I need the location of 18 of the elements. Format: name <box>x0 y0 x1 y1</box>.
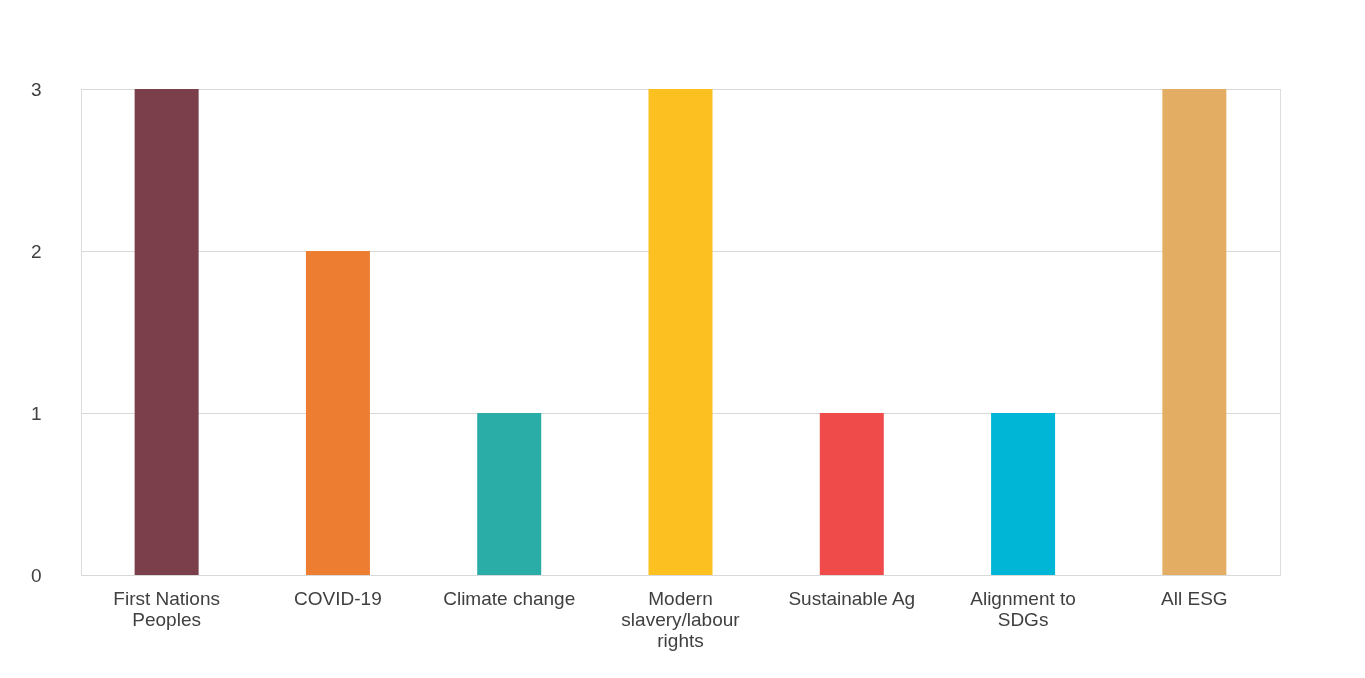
x-tick-label: First Nations Peoples <box>113 587 220 630</box>
x-tick-label: All ESG <box>1161 587 1228 609</box>
y-tick-label: 0 <box>30 564 42 586</box>
y-tick-label: 1 <box>30 402 42 424</box>
x-tick-label: Sustainable Ag <box>788 587 916 609</box>
x-tick-label: COVID-19 <box>294 587 382 609</box>
bar <box>1162 89 1227 575</box>
bar <box>305 251 370 575</box>
bar <box>134 89 199 575</box>
bar <box>477 413 542 575</box>
y-tick-label: 3 <box>30 78 42 100</box>
y-tick-label: 2 <box>30 240 42 262</box>
x-tick-label: Climate change <box>443 587 576 609</box>
x-tick-label: Alignment to SDGs <box>970 587 1076 630</box>
x-tick-label: Modern slavery/labour rights <box>621 587 741 651</box>
bar <box>819 413 884 575</box>
bar <box>648 89 713 575</box>
bar <box>991 413 1056 575</box>
